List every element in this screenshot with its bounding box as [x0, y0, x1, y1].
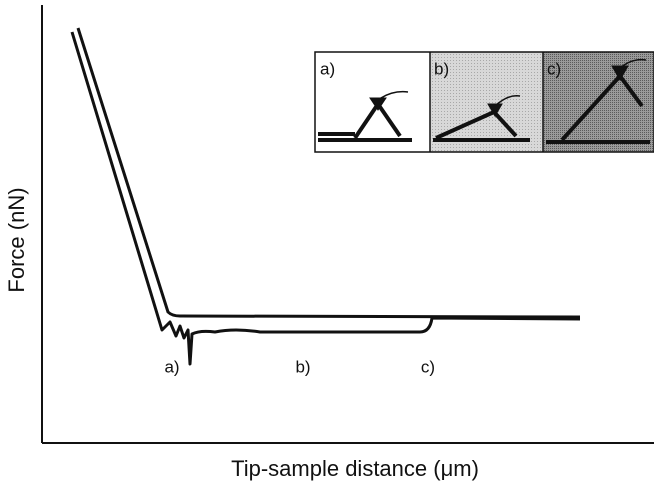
- y-axis-label: Force (nN): [4, 187, 29, 292]
- x-axis-label: Tip-sample distance (μm): [231, 456, 479, 481]
- inset-label: a): [320, 59, 335, 78]
- inset: a) b) c): [314, 51, 654, 153]
- annotation: c): [421, 357, 435, 376]
- approach-curve: [76, 27, 581, 319]
- inset-label: c): [547, 59, 561, 78]
- axes: [41, 5, 654, 444]
- annotation: b): [295, 357, 310, 376]
- curves: [70, 27, 581, 366]
- inset-label: b): [434, 59, 449, 78]
- retract-curve: [70, 31, 581, 366]
- annotation: a): [164, 357, 179, 376]
